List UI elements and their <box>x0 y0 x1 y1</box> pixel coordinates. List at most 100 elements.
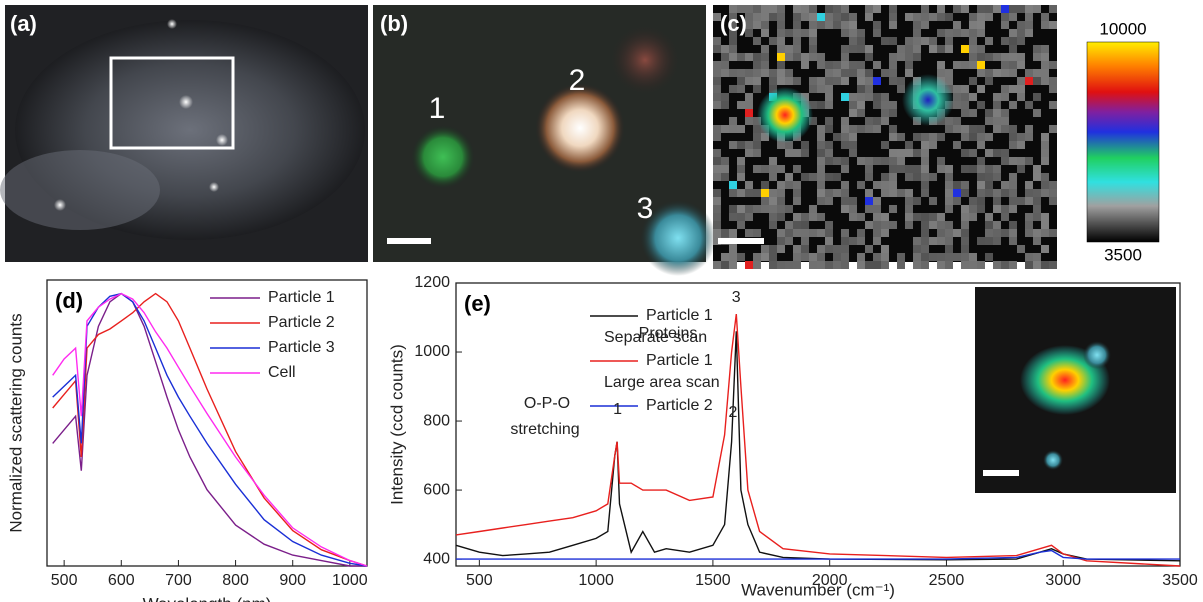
image-a: (a) <box>0 5 368 262</box>
pixel <box>977 21 985 29</box>
pixel <box>969 53 977 61</box>
pixel <box>985 77 993 85</box>
pixel <box>769 165 777 173</box>
pixel <box>1017 21 1025 29</box>
pixel <box>881 69 889 77</box>
pixel <box>961 261 969 269</box>
pixel <box>793 77 801 85</box>
x-tick-label: 3500 <box>1162 572 1198 589</box>
pixel <box>937 261 945 269</box>
pixel <box>1049 189 1057 197</box>
pixel <box>937 221 945 229</box>
pixel <box>841 117 849 125</box>
pixel <box>817 149 825 157</box>
pixel <box>1001 93 1009 101</box>
pixel <box>849 213 857 221</box>
pixel <box>969 197 977 205</box>
pixel <box>921 157 929 165</box>
pixel <box>793 245 801 253</box>
pixel <box>793 149 801 157</box>
pixel <box>1041 245 1049 253</box>
pixel <box>905 45 913 53</box>
pixel <box>785 29 793 37</box>
pixel <box>777 205 785 213</box>
pixel <box>809 85 817 93</box>
pixel <box>1033 53 1041 61</box>
pixel <box>953 229 961 237</box>
pixel <box>905 61 913 69</box>
pixel <box>881 109 889 117</box>
pixel <box>825 13 833 21</box>
pixel <box>993 165 1001 173</box>
x-tick-label: 2000 <box>812 572 848 589</box>
pixel <box>881 37 889 45</box>
pixel <box>961 5 969 13</box>
pixel <box>729 53 737 61</box>
pixel <box>1041 173 1049 181</box>
pixel <box>785 229 793 237</box>
pixel <box>721 101 729 109</box>
pixel <box>1009 61 1017 69</box>
pixel <box>969 45 977 53</box>
pixel <box>961 189 969 197</box>
x-axis-label: Wavenumber (cm⁻¹) <box>741 580 895 599</box>
pixel <box>713 261 721 269</box>
pixel <box>1001 261 1009 269</box>
pixel <box>873 221 881 229</box>
pixel <box>713 61 721 69</box>
pixel <box>1001 181 1009 189</box>
pixel <box>945 37 953 45</box>
pixel <box>801 29 809 37</box>
pixel <box>889 77 897 85</box>
pixel <box>809 77 817 85</box>
pixel <box>889 69 897 77</box>
pixel <box>865 13 873 21</box>
pixel <box>1017 157 1025 165</box>
pixel <box>1041 61 1049 69</box>
pixel <box>777 77 785 85</box>
pixel <box>809 29 817 37</box>
pixel <box>793 53 801 61</box>
pixel <box>977 5 985 13</box>
pixel <box>1041 45 1049 53</box>
pixel <box>737 125 745 133</box>
pixel <box>825 237 833 245</box>
pixel <box>921 213 929 221</box>
pixel <box>977 125 985 133</box>
pixel <box>849 205 857 213</box>
pixel <box>745 101 753 109</box>
pixel <box>937 229 945 237</box>
pixel <box>769 213 777 221</box>
pixel <box>1009 53 1017 61</box>
pixel <box>809 101 817 109</box>
pixel <box>889 173 897 181</box>
pixel <box>841 157 849 165</box>
pixel <box>737 205 745 213</box>
pixel <box>713 173 721 181</box>
pixel <box>969 29 977 37</box>
pixel <box>777 237 785 245</box>
pixel <box>945 221 953 229</box>
pixel <box>1009 261 1017 269</box>
pixel <box>865 165 873 173</box>
pixel <box>745 205 753 213</box>
pixel <box>1049 61 1057 69</box>
pixel <box>937 61 945 69</box>
pixel <box>745 109 753 117</box>
pixel <box>913 149 921 157</box>
pixel <box>1041 181 1049 189</box>
pixel <box>1025 213 1033 221</box>
pixel <box>729 245 737 253</box>
pixel <box>737 69 745 77</box>
pixel <box>833 5 841 13</box>
pixel <box>753 117 761 125</box>
pixel <box>857 229 865 237</box>
legend-sublabel: Large area scan <box>604 374 720 391</box>
pixel <box>953 117 961 125</box>
legend-label: Particle 1 <box>268 289 335 306</box>
pixel <box>825 149 833 157</box>
pixel <box>905 149 913 157</box>
pixel <box>713 157 721 165</box>
pixel <box>729 85 737 93</box>
pixel <box>961 253 969 261</box>
